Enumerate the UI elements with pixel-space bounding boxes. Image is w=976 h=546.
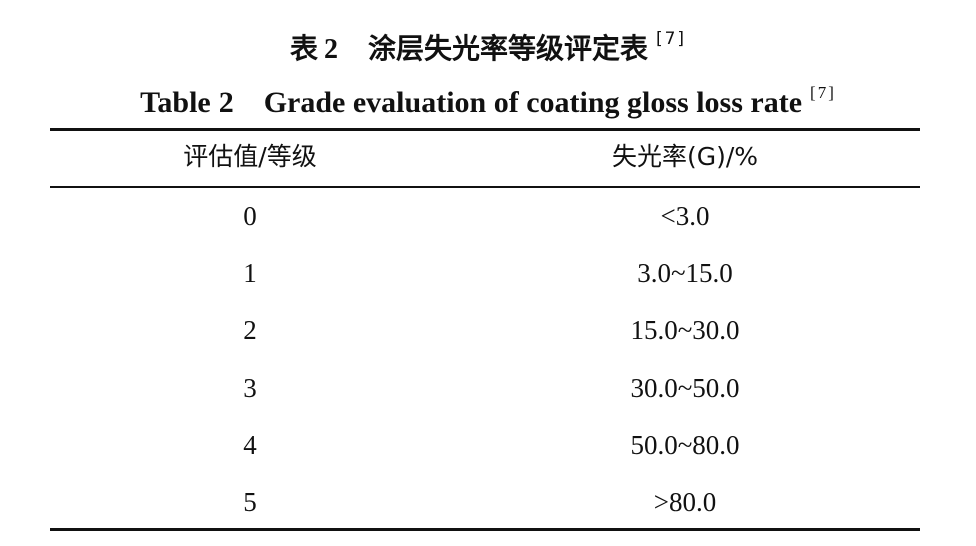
cell-grade: 0 bbox=[243, 201, 257, 231]
table-header-rule bbox=[50, 186, 920, 188]
cell-grade: 4 bbox=[243, 430, 257, 460]
table-caption-chinese: 表 2 涂层失光率等级评定表 [7] bbox=[0, 22, 976, 67]
cell-gloss-loss: >80.0 bbox=[653, 487, 717, 517]
cell-gloss-loss: 15.0~30.0 bbox=[630, 315, 740, 345]
header-gloss-loss-rate: 失光率(G)/% bbox=[611, 142, 759, 171]
table-bottom-rule bbox=[50, 528, 920, 531]
cell-grade: 2 bbox=[243, 315, 257, 345]
cell-grade: 5 bbox=[243, 487, 257, 517]
table-top-rule bbox=[50, 128, 920, 131]
caption-cn-number: 2 bbox=[323, 34, 338, 65]
cell-gloss-loss: 3.0~15.0 bbox=[637, 258, 733, 288]
cell-grade: 1 bbox=[243, 258, 257, 288]
cell-grade: 3 bbox=[243, 373, 257, 403]
cell-gloss-loss: <3.0 bbox=[660, 201, 710, 231]
table-caption-english: Table 2 Grade evaluation of coating gloss … bbox=[0, 74, 976, 122]
caption-en-title: Grade evaluation of coating gloss loss r… bbox=[263, 86, 803, 119]
caption-en-number: 2 bbox=[218, 86, 234, 119]
caption-en-reference: [7] bbox=[810, 83, 836, 102]
caption-cn-reference: [7] bbox=[655, 29, 687, 49]
cell-gloss-loss: 50.0~80.0 bbox=[630, 430, 740, 460]
caption-en-label: Table bbox=[140, 86, 211, 119]
cell-gloss-loss: 30.0~50.0 bbox=[630, 373, 740, 403]
caption-cn-label: 表 bbox=[289, 32, 318, 65]
header-grade: 评估值/等级 bbox=[183, 142, 317, 171]
caption-cn-title: 涂层失光率等级评定表 bbox=[367, 32, 648, 65]
